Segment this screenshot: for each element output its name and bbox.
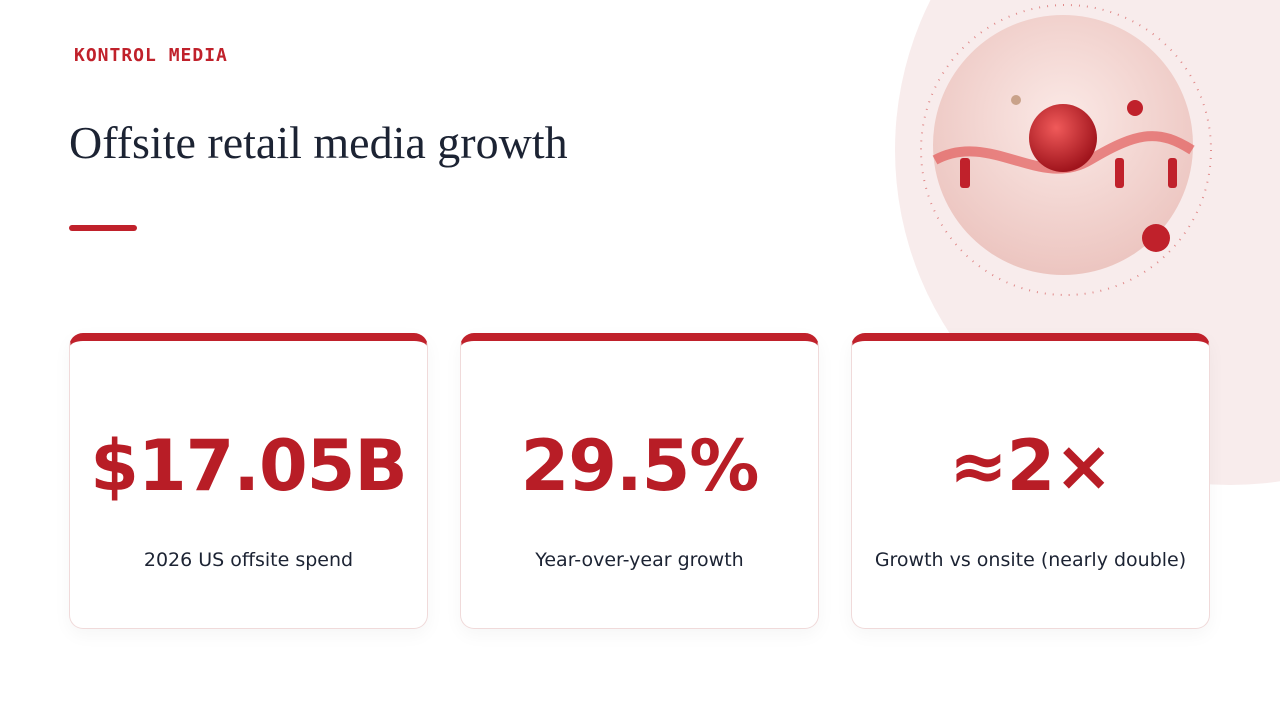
stat-label: Year-over-year growth: [535, 549, 744, 571]
stat-value: 29.5%: [520, 425, 760, 507]
stat-card: 29.5% Year-over-year growth: [460, 333, 819, 629]
person: [960, 158, 970, 188]
person: [1168, 158, 1177, 188]
person: [1115, 158, 1124, 188]
stat-card: $17.05B 2026 US offsite spend: [69, 333, 428, 629]
globe: [1029, 104, 1097, 172]
stat-value: ≈2×: [948, 425, 1113, 507]
accent-dot: [1142, 224, 1170, 252]
brand: KONTROL MEDIA: [74, 45, 228, 66]
stat-label: 2026 US offsite spend: [143, 549, 354, 571]
title-rule: [69, 225, 137, 231]
title: Offsite retail media growth: [69, 117, 568, 168]
orb: [1127, 100, 1143, 116]
stat-card: ≈2× Growth vs onsite (nearly double): [851, 333, 1210, 629]
dotted-ring: [920, 4, 1212, 296]
stat-label: Growth vs onsite (nearly double): [874, 549, 1187, 571]
stat-value: $17.05B: [90, 425, 407, 507]
orb: [1011, 95, 1021, 105]
